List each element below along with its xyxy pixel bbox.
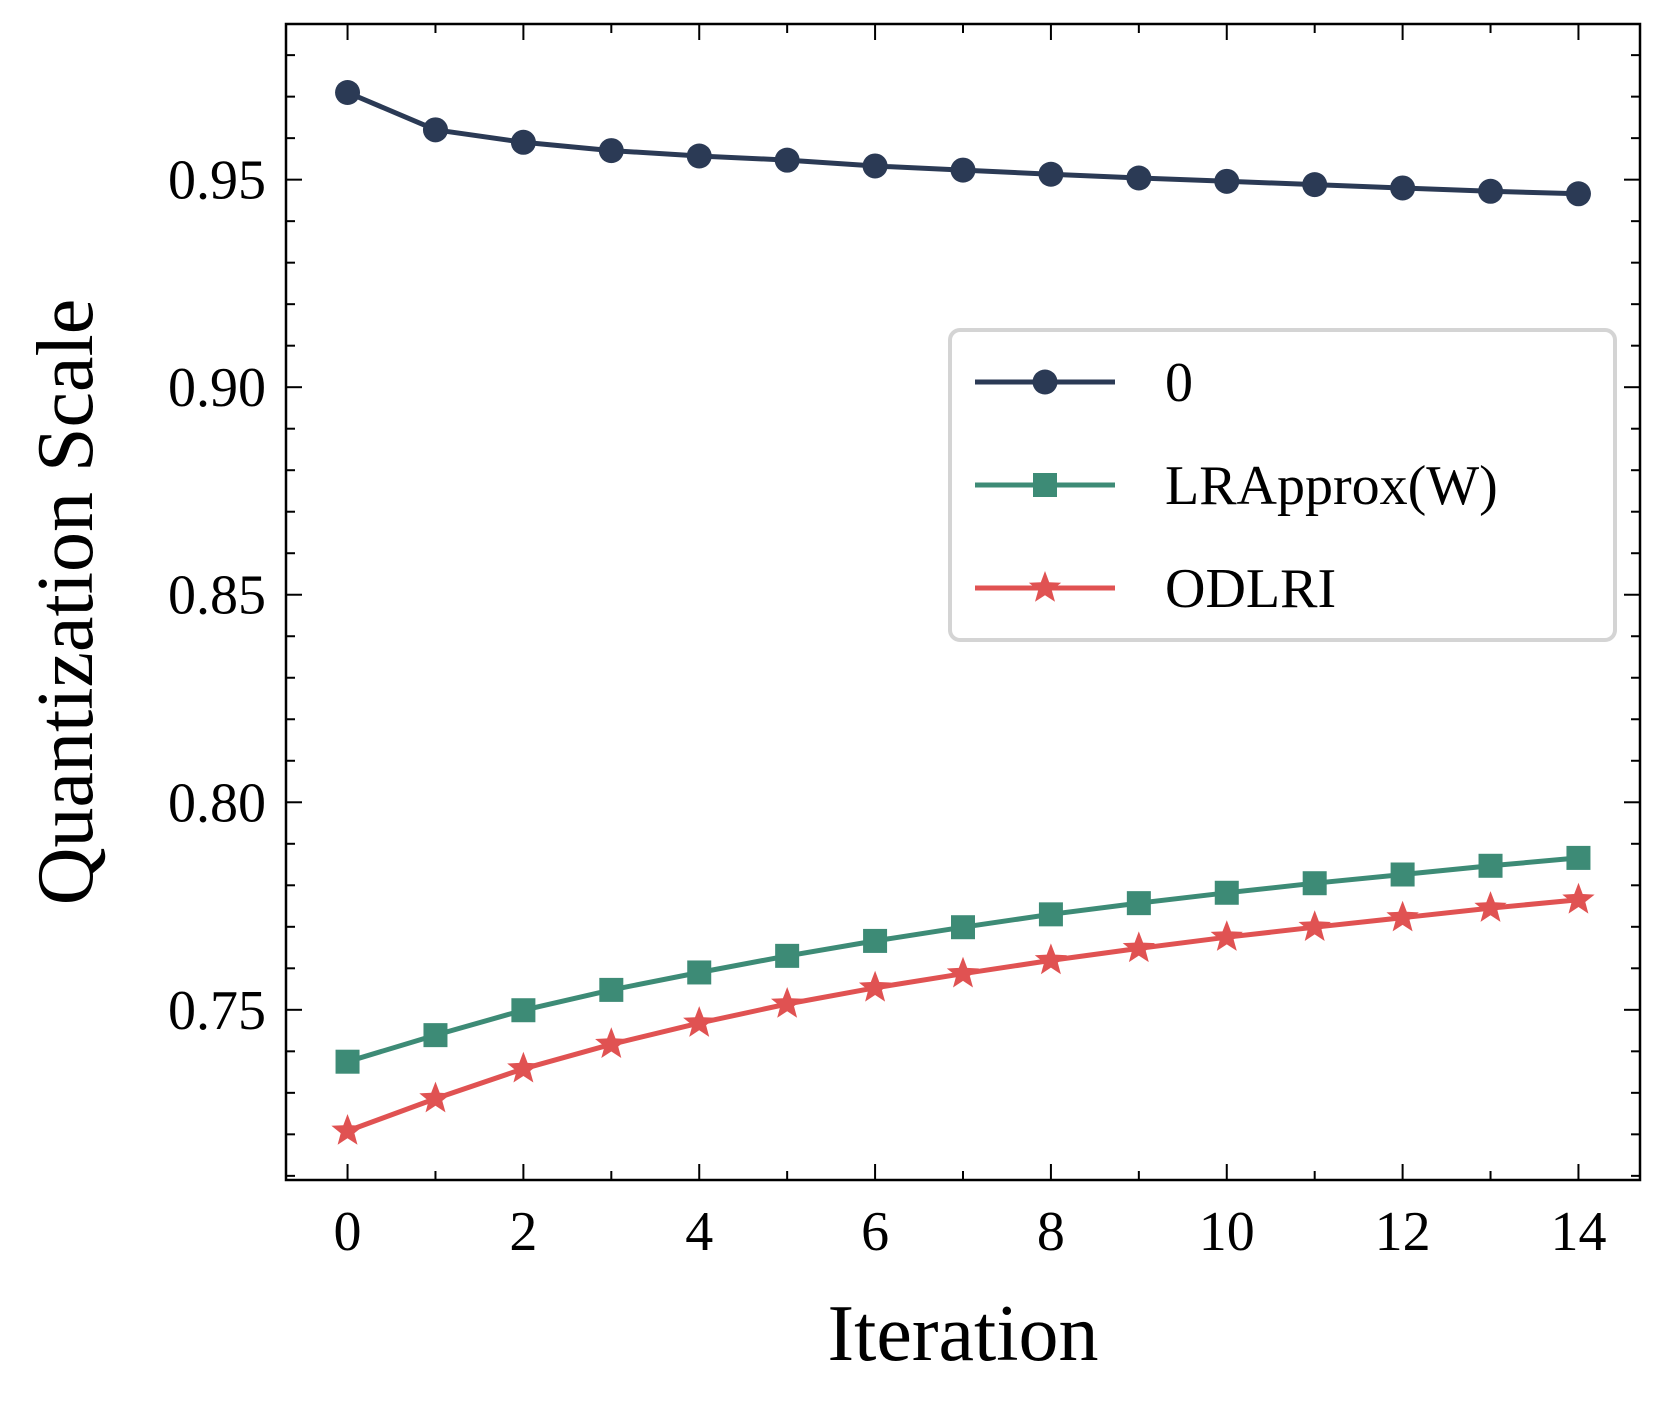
- legend-label: LRApprox(W): [1165, 455, 1498, 517]
- legend-marker: [1028, 571, 1062, 602]
- data-point: [331, 1114, 364, 1145]
- data-point: [511, 998, 536, 1023]
- data-point: [1034, 943, 1068, 975]
- data-point: [507, 1051, 540, 1083]
- data-point: [1214, 880, 1239, 905]
- x-tick-label: 6: [861, 1201, 889, 1263]
- data-point: [423, 1023, 448, 1048]
- data-point: [1126, 891, 1151, 916]
- data-point: [1478, 853, 1503, 878]
- plot-area: [331, 79, 1595, 1145]
- legend-marker: [1033, 473, 1057, 497]
- data-point: [858, 970, 892, 1002]
- data-point: [419, 1081, 452, 1113]
- y-axis-label: Quantization Scale: [22, 299, 110, 905]
- data-point: [1302, 871, 1327, 896]
- data-point: [510, 129, 536, 155]
- data-point: [335, 1049, 360, 1074]
- data-point: [1562, 882, 1595, 914]
- x-tick-label: 10: [1199, 1201, 1255, 1263]
- y-tick-label: 0.90: [168, 357, 266, 419]
- data-point: [1302, 172, 1328, 198]
- data-point: [687, 960, 712, 985]
- x-tick-label: 12: [1375, 1201, 1431, 1263]
- data-point: [950, 157, 976, 183]
- legend: 0 LRApprox(W) ODLRI: [948, 328, 1617, 642]
- data-point: [946, 956, 980, 988]
- data-point: [862, 153, 888, 179]
- data-point: [1298, 910, 1331, 941]
- x-tick-label: 4: [685, 1201, 713, 1263]
- data-point: [1390, 175, 1416, 201]
- data-point: [1566, 845, 1591, 870]
- data-point: [863, 928, 888, 953]
- x-axis-label: Iteration: [828, 1290, 1099, 1378]
- data-point: [775, 943, 800, 968]
- legend-marker: [1032, 369, 1058, 395]
- data-point: [1390, 862, 1415, 887]
- data-point: [1038, 902, 1063, 927]
- data-point: [771, 987, 804, 1018]
- legend-item: LRApprox(W): [975, 455, 1498, 517]
- data-point: [1038, 161, 1064, 187]
- data-point: [422, 117, 448, 143]
- legend-item: ODLRI: [975, 558, 1336, 620]
- series-2: [331, 882, 1595, 1145]
- legend-label: ODLRI: [1165, 558, 1336, 620]
- y-tick-label: 0.85: [168, 565, 266, 627]
- data-point: [599, 977, 624, 1002]
- x-tick-label: 14: [1550, 1201, 1606, 1263]
- data-point: [1565, 181, 1591, 207]
- series-0: [335, 79, 1591, 207]
- legend-box: [948, 328, 1617, 642]
- x-tick-label: 0: [334, 1201, 362, 1263]
- legend-item: 0: [975, 352, 1193, 414]
- data-point: [1122, 931, 1155, 963]
- data-point: [1214, 168, 1240, 194]
- data-point: [1478, 178, 1504, 204]
- series-1: [335, 845, 1591, 1074]
- data-point: [951, 915, 975, 940]
- data-point: [1386, 900, 1419, 932]
- data-point: [1210, 920, 1243, 951]
- data-point: [1474, 891, 1507, 922]
- data-point: [1126, 165, 1152, 191]
- data-point: [686, 143, 712, 169]
- legend-label: 0: [1165, 352, 1193, 414]
- y-tick-label: 0.95: [168, 150, 266, 212]
- y-tick-label: 0.75: [168, 980, 266, 1042]
- data-point: [774, 147, 800, 173]
- y-tick-label: 0.80: [168, 772, 266, 834]
- x-tick-label: 2: [509, 1201, 537, 1263]
- data-point: [683, 1006, 716, 1037]
- data-point: [335, 79, 361, 105]
- axes: 0 2 4 6 8 10 12 14 0.75 0.80 0.85 0.90 0.95: [168, 22, 1642, 1263]
- data-point: [598, 138, 624, 164]
- data-point: [595, 1027, 628, 1058]
- x-tick-label: 8: [1037, 1201, 1065, 1263]
